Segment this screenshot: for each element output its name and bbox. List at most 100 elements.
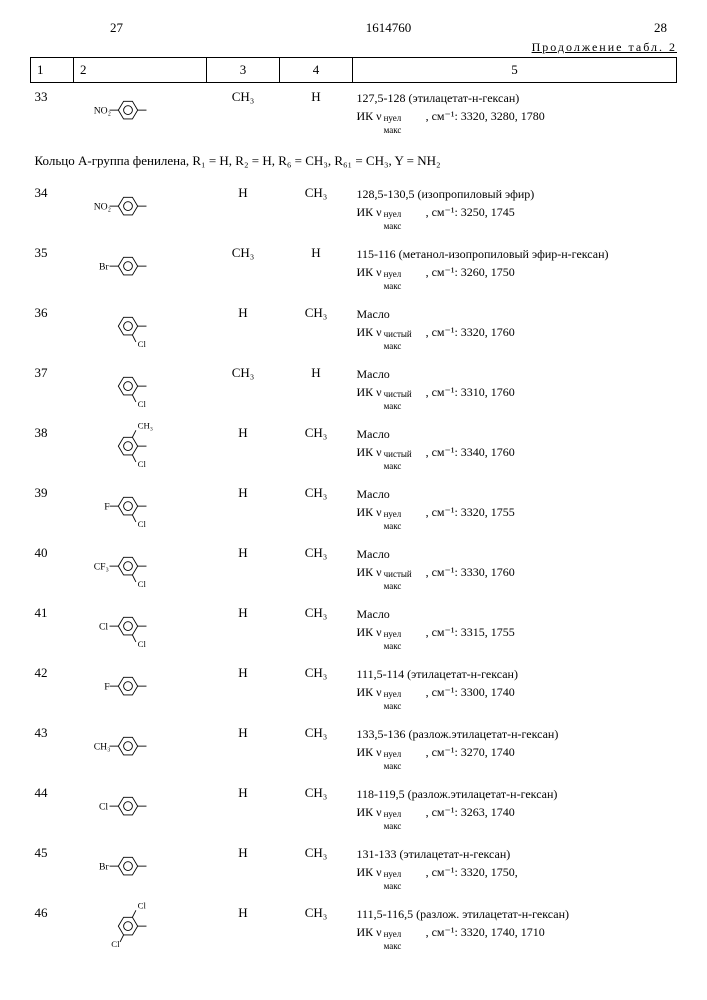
table-row: 33NO₂CH₃H127,5-128 (этилацетат-н-гексан)… (31, 83, 677, 144)
svg-text:Cl: Cl (137, 399, 146, 409)
row-num: 44 (31, 779, 74, 839)
col4-val: CH₃ (280, 719, 353, 779)
desc-line1: Масло (357, 485, 673, 503)
desc-cell: МаслоИК νчистыймакс, см⁻¹: 3320, 1760 (353, 299, 677, 359)
structure-cell: Br (74, 839, 207, 899)
col3-val: H (207, 299, 280, 359)
col3-val: H (207, 779, 280, 839)
svg-text:CH₃: CH₃ (93, 742, 110, 753)
svg-text:F: F (104, 682, 110, 693)
desc-cell: 115-116 (метанол-изопропиловый эфир-н-ге… (353, 239, 677, 299)
desc-line2: ИК νнуелмакс, см⁻¹: 3260, 1750 (357, 263, 673, 281)
desc-line2: ИК νнуелмакс, см⁻¹: 3320, 1755 (357, 503, 673, 521)
structure-cell: F Cl (74, 479, 207, 539)
svg-text:Cl: Cl (137, 901, 146, 911)
row-num: 37 (31, 359, 74, 419)
svg-text:Cl: Cl (137, 579, 146, 589)
desc-line1: 111,5-114 (этилацетат-н-гексан) (357, 665, 673, 683)
col3-val: CH₃ (207, 359, 280, 419)
desc-line2: ИК νчистыймакс, см⁻¹: 3330, 1760 (357, 563, 673, 581)
col3-val: H (207, 539, 280, 599)
desc-cell: 127,5-128 (этилацетат-н-гексан)ИК νнуелм… (353, 83, 677, 144)
table-row: 43CH₃HCH₃133,5-136 (разлож.этилацетат-н-… (31, 719, 677, 779)
row-num: 39 (31, 479, 74, 539)
col3-val: H (207, 179, 280, 239)
col-2: 2 (74, 58, 207, 83)
table-row: 34NO₂HCH₃128,5-130,5 (изопропиловый эфир… (31, 179, 677, 239)
table-row: 39FClHCH₃МаслоИК νнуелмакс, см⁻¹: 3320, … (31, 479, 677, 539)
desc-cell: МаслоИК νчистыймакс, см⁻¹: 3330, 1760 (353, 539, 677, 599)
svg-text:Cl: Cl (98, 802, 107, 813)
col3-val: CH₃ (207, 83, 280, 144)
desc-line2: ИК νнуелмакс, см⁻¹: 3320, 3280, 1780 (357, 107, 673, 125)
svg-text:Cl: Cl (137, 519, 146, 529)
svg-text:Br: Br (98, 262, 108, 273)
col3-val: H (207, 659, 280, 719)
row-num: 43 (31, 719, 74, 779)
svg-text:Cl: Cl (137, 459, 146, 469)
structure-cell: Br (74, 239, 207, 299)
desc-line2: ИК νнуелмакс, см⁻¹: 3250, 1745 (357, 203, 673, 221)
svg-text:CH₃: CH₃ (137, 421, 152, 431)
structure-cell: NO₂ (74, 179, 207, 239)
desc-line1: 133,5-136 (разлож.этилацетат-н-гексан) (357, 725, 673, 743)
desc-line2: ИК νнуелмакс, см⁻¹: 3270, 1740 (357, 743, 673, 761)
desc-cell: 128,5-130,5 (изопропиловый эфир)ИК νнуел… (353, 179, 677, 239)
col3-val: H (207, 839, 280, 899)
svg-text:F: F (104, 502, 110, 513)
col3-val: CH₃ (207, 239, 280, 299)
structure-cell: NO₂ (74, 83, 207, 144)
svg-text:Cl: Cl (137, 639, 146, 649)
desc-line2: ИК νчистыймакс, см⁻¹: 3340, 1760 (357, 443, 673, 461)
desc-cell: МаслоИК νчистыймакс, см⁻¹: 3340, 1760 (353, 419, 677, 479)
col4-val: CH₃ (280, 419, 353, 479)
desc-cell: 118-119,5 (разлож.этилацетат-н-гексан)ИК… (353, 779, 677, 839)
structure-cell: ClCl (74, 899, 207, 959)
section-header-text: Кольцо А-группа фенилена, R₁ = H, R₂ = H… (31, 143, 677, 179)
desc-line1: Масло (357, 365, 673, 383)
svg-text:Cl: Cl (137, 339, 146, 349)
row-num: 34 (31, 179, 74, 239)
desc-line2: ИК νнуелмакс, см⁻¹: 3263, 1740 (357, 803, 673, 821)
structure-cell: ClCl (74, 599, 207, 659)
table-row: 38CH₃ClHCH₃МаслоИК νчистыймакс, см⁻¹: 33… (31, 419, 677, 479)
table-row: 36ClHCH₃МаслоИК νчистыймакс, см⁻¹: 3320,… (31, 299, 677, 359)
col3-val: H (207, 599, 280, 659)
desc-line1: 128,5-130,5 (изопропиловый эфир) (357, 185, 673, 203)
row-num: 38 (31, 419, 74, 479)
table-row: 44ClHCH₃118-119,5 (разлож.этилацетат-н-г… (31, 779, 677, 839)
col-5: 5 (353, 58, 677, 83)
col4-val: CH₃ (280, 599, 353, 659)
desc-line1: Масло (357, 605, 673, 623)
desc-cell: 131-133 (этилацетат-н-гексан)ИК νнуелмак… (353, 839, 677, 899)
structure-cell: Cl (74, 299, 207, 359)
table-row: 35 Br CH₃H115-116 (метанол-изопропиловый э… (31, 239, 677, 299)
page-header: 27 1614760 28 (30, 20, 677, 36)
structure-cell: Cl (74, 779, 207, 839)
desc-cell: 111,5-116,5 (разлож. этилацетат-н-гексан… (353, 899, 677, 959)
row-num: 35 (31, 239, 74, 299)
table-row: 37ClCH₃HМаслоИК νчистыймакс, см⁻¹: 3310,… (31, 359, 677, 419)
structure-cell: CF₃Cl (74, 539, 207, 599)
structure-cell: F (74, 659, 207, 719)
col3-val: H (207, 479, 280, 539)
desc-line1: 115-116 (метанол-изопропиловый эфир-н-ге… (357, 245, 673, 263)
desc-line1: 131-133 (этилацетат-н-гексан) (357, 845, 673, 863)
table-row: 42FHCH₃111,5-114 (этилацетат-н-гексан)ИК… (31, 659, 677, 719)
desc-line1: Масло (357, 545, 673, 563)
desc-cell: 111,5-114 (этилацетат-н-гексан)ИК νнуелм… (353, 659, 677, 719)
col-1: 1 (31, 58, 74, 83)
row-num: 40 (31, 539, 74, 599)
table-row: 45BrHCH₃131-133 (этилацетат-н-гексан)ИК … (31, 839, 677, 899)
col3-val: H (207, 419, 280, 479)
col4-val: H (280, 239, 353, 299)
section-header-row: Кольцо А-группа фенилена, R₁ = H, R₂ = H… (31, 143, 677, 179)
col4-val: CH₃ (280, 839, 353, 899)
row-num: 46 (31, 899, 74, 959)
row-num: 42 (31, 659, 74, 719)
row-num: 41 (31, 599, 74, 659)
col4-val: CH₃ (280, 299, 353, 359)
desc-line2: ИК νнуелмакс, см⁻¹: 3320, 1740, 1710 (357, 923, 673, 941)
structure-cell: Cl (74, 359, 207, 419)
desc-line2: ИК νнуелмакс, см⁻¹: 3300, 1740 (357, 683, 673, 701)
